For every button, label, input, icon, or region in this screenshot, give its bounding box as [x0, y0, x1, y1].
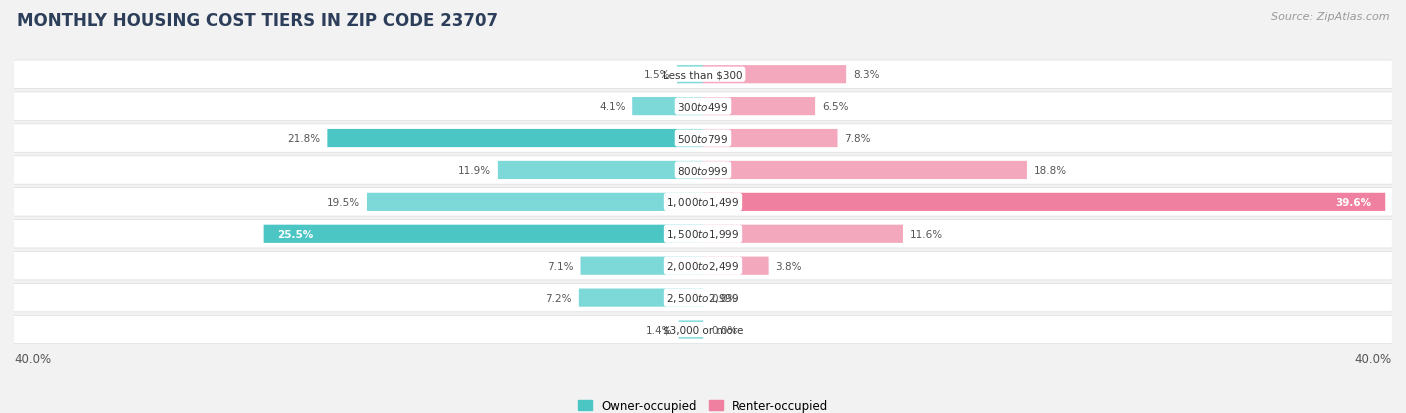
FancyBboxPatch shape: [678, 66, 703, 84]
Text: 8.3%: 8.3%: [853, 70, 879, 80]
FancyBboxPatch shape: [703, 66, 846, 84]
Text: 7.8%: 7.8%: [844, 134, 870, 144]
Text: 11.6%: 11.6%: [910, 229, 943, 239]
Text: $300 to $499: $300 to $499: [678, 101, 728, 113]
Text: 7.2%: 7.2%: [546, 293, 572, 303]
Text: 19.5%: 19.5%: [328, 197, 360, 207]
FancyBboxPatch shape: [579, 289, 703, 307]
Text: 11.9%: 11.9%: [458, 166, 491, 176]
Text: Source: ZipAtlas.com: Source: ZipAtlas.com: [1271, 12, 1389, 22]
Text: 21.8%: 21.8%: [287, 134, 321, 144]
FancyBboxPatch shape: [703, 225, 903, 243]
Text: 7.1%: 7.1%: [547, 261, 574, 271]
FancyBboxPatch shape: [14, 188, 1392, 216]
Text: 1.4%: 1.4%: [645, 325, 672, 335]
FancyBboxPatch shape: [14, 61, 1392, 89]
FancyBboxPatch shape: [328, 130, 703, 148]
FancyBboxPatch shape: [703, 130, 838, 148]
Text: $500 to $799: $500 to $799: [678, 133, 728, 145]
Text: $2,000 to $2,499: $2,000 to $2,499: [666, 259, 740, 273]
FancyBboxPatch shape: [703, 193, 1385, 211]
FancyBboxPatch shape: [14, 252, 1392, 280]
FancyBboxPatch shape: [498, 161, 703, 180]
FancyBboxPatch shape: [633, 98, 703, 116]
Text: Less than $300: Less than $300: [664, 70, 742, 80]
Text: MONTHLY HOUSING COST TIERS IN ZIP CODE 23707: MONTHLY HOUSING COST TIERS IN ZIP CODE 2…: [17, 12, 498, 30]
Text: 3.8%: 3.8%: [775, 261, 801, 271]
Text: 40.0%: 40.0%: [14, 353, 51, 366]
Text: 25.5%: 25.5%: [277, 229, 314, 239]
Text: $800 to $999: $800 to $999: [678, 164, 728, 176]
Text: $3,000 or more: $3,000 or more: [662, 325, 744, 335]
FancyBboxPatch shape: [14, 220, 1392, 248]
FancyBboxPatch shape: [703, 161, 1026, 180]
FancyBboxPatch shape: [14, 316, 1392, 344]
FancyBboxPatch shape: [14, 284, 1392, 312]
Text: 1.5%: 1.5%: [644, 70, 671, 80]
FancyBboxPatch shape: [703, 257, 769, 275]
Text: 18.8%: 18.8%: [1033, 166, 1067, 176]
FancyBboxPatch shape: [581, 257, 703, 275]
Legend: Owner-occupied, Renter-occupied: Owner-occupied, Renter-occupied: [572, 394, 834, 413]
Text: $1,000 to $1,499: $1,000 to $1,499: [666, 196, 740, 209]
Text: 4.1%: 4.1%: [599, 102, 626, 112]
Text: $2,500 to $2,999: $2,500 to $2,999: [666, 292, 740, 304]
Text: 39.6%: 39.6%: [1336, 197, 1371, 207]
Text: 0.0%: 0.0%: [711, 293, 738, 303]
FancyBboxPatch shape: [14, 157, 1392, 185]
FancyBboxPatch shape: [679, 320, 703, 339]
FancyBboxPatch shape: [264, 225, 703, 243]
FancyBboxPatch shape: [703, 98, 815, 116]
FancyBboxPatch shape: [367, 193, 703, 211]
Text: $1,500 to $1,999: $1,500 to $1,999: [666, 228, 740, 241]
Text: 40.0%: 40.0%: [1355, 353, 1392, 366]
Text: 0.0%: 0.0%: [711, 325, 738, 335]
FancyBboxPatch shape: [14, 93, 1392, 121]
FancyBboxPatch shape: [14, 125, 1392, 153]
Text: 6.5%: 6.5%: [823, 102, 848, 112]
